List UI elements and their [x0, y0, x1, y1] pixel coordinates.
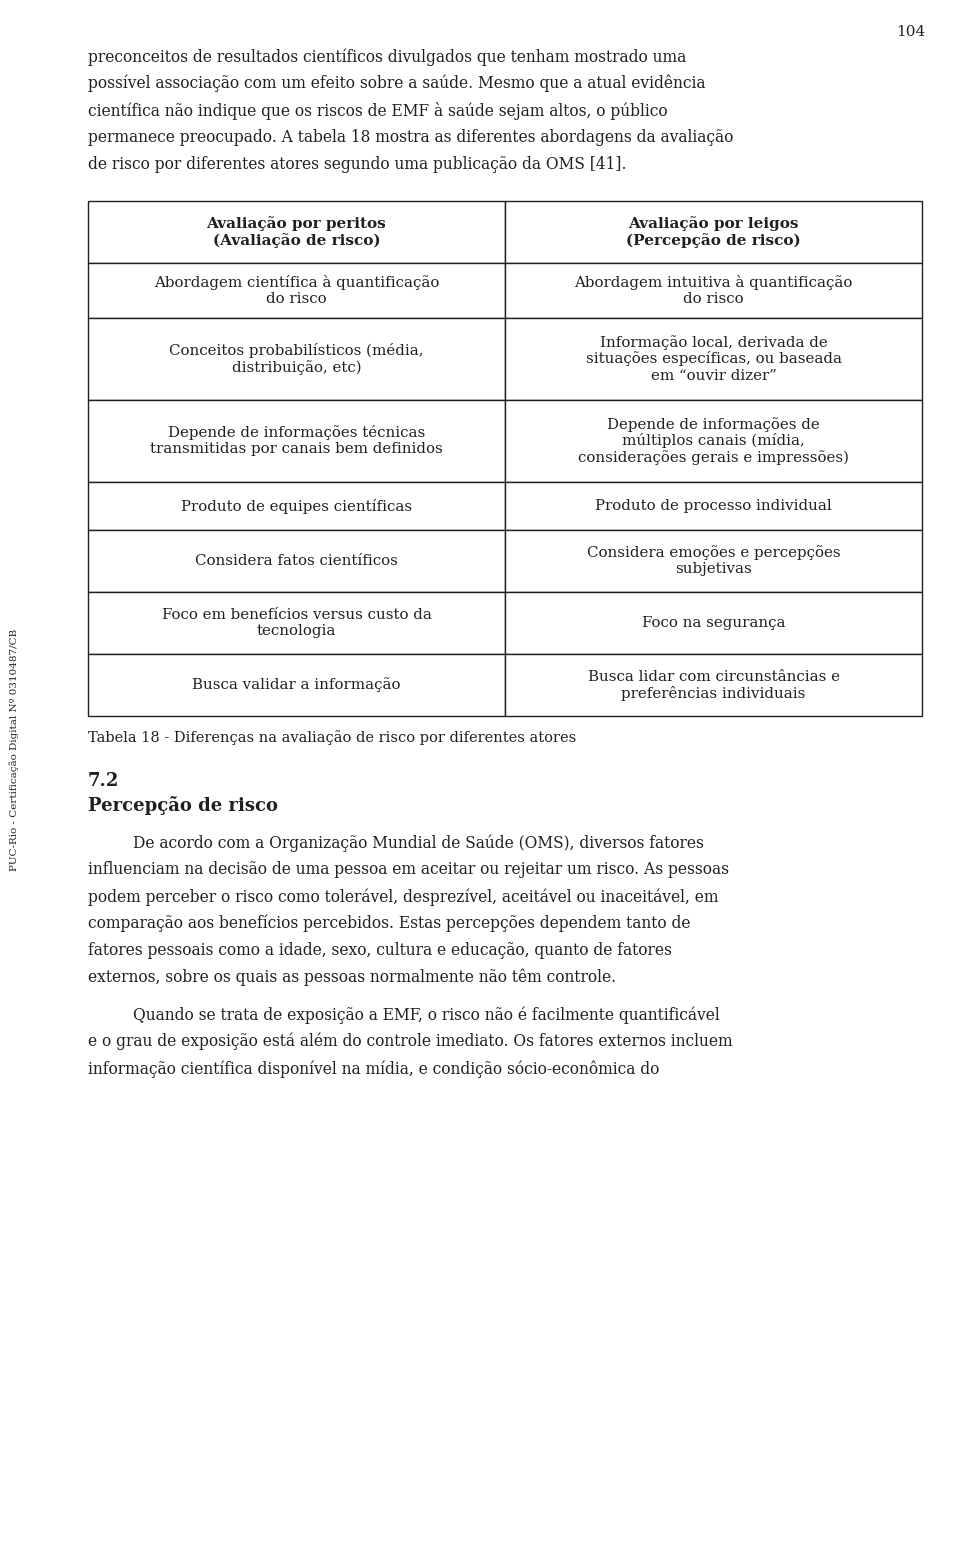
Text: Abordagem científica à quantificação: Abordagem científica à quantificação — [154, 274, 439, 290]
Text: do risco: do risco — [684, 291, 744, 305]
Text: tecnologia: tecnologia — [257, 625, 336, 638]
Text: situações específicas, ou baseada: situações específicas, ou baseada — [586, 352, 842, 367]
Text: Avaliação por peritos: Avaliação por peritos — [206, 216, 386, 231]
Text: Considera emoções e percepções: Considera emoções e percepções — [587, 546, 840, 560]
Bar — [505, 399, 922, 483]
Text: permanece preocupado. A tabela 18 mostra as diferentes abordagens da avaliação: permanece preocupado. A tabela 18 mostra… — [88, 130, 733, 146]
Text: Considera fatos científicos: Considera fatos científicos — [195, 554, 398, 567]
Text: preconceitos de resultados científicos divulgados que tenham mostrado uma: preconceitos de resultados científicos d… — [88, 48, 686, 65]
Text: Avaliação por leigos: Avaliação por leigos — [628, 216, 799, 231]
Text: Percepção de risco: Percepção de risco — [88, 796, 278, 816]
Text: Busca lidar com circunstâncias e: Busca lidar com circunstâncias e — [588, 669, 839, 683]
Bar — [505, 530, 922, 592]
Bar — [88, 318, 505, 399]
Text: (Percepção de risco): (Percepção de risco) — [626, 233, 801, 248]
Text: Foco na segurança: Foco na segurança — [641, 615, 785, 631]
Text: Informação local, derivada de: Informação local, derivada de — [600, 335, 828, 350]
Text: Conceitos probabilísticos (média,: Conceitos probabilísticos (média, — [169, 344, 423, 358]
Text: transmitidas por canais bem definidos: transmitidas por canais bem definidos — [150, 443, 443, 456]
Text: 104: 104 — [896, 25, 925, 39]
Text: Foco em benefícios versus custo da: Foco em benefícios versus custo da — [161, 608, 431, 621]
Text: Quando se trata de exposição a EMF, o risco não é facilmente quantificável: Quando se trata de exposição a EMF, o ri… — [133, 1005, 720, 1024]
Bar — [88, 592, 505, 654]
Text: Abordagem intuitiva à quantificação: Abordagem intuitiva à quantificação — [574, 274, 852, 290]
Text: subjetivas: subjetivas — [675, 563, 752, 577]
Text: possível associação com um efeito sobre a saúde. Mesmo que a atual evidência: possível associação com um efeito sobre … — [88, 76, 706, 93]
Text: podem perceber o risco como tolerável, desprezível, aceitável ou inaceitável, em: podem perceber o risco como tolerável, d… — [88, 888, 718, 905]
Bar — [88, 654, 505, 715]
Text: PUC-Rio - Certificação Digital Nº 0310487/CB: PUC-Rio - Certificação Digital Nº 031048… — [9, 629, 19, 871]
Text: Depende de informações técnicas: Depende de informações técnicas — [168, 426, 425, 439]
Bar — [88, 399, 505, 483]
Bar — [88, 530, 505, 592]
Text: (Avaliação de risco): (Avaliação de risco) — [213, 233, 380, 248]
Text: científica não indique que os riscos de EMF à saúde sejam altos, o público: científica não indique que os riscos de … — [88, 102, 667, 120]
Text: em “ouvir dizer”: em “ouvir dizer” — [651, 369, 777, 382]
Text: de risco por diferentes atores segundo uma publicação da OMS [41].: de risco por diferentes atores segundo u… — [88, 156, 627, 173]
Bar — [88, 264, 505, 318]
Bar — [505, 318, 922, 399]
Text: informação científica disponível na mídia, e condição sócio-econômica do: informação científica disponível na mídi… — [88, 1059, 660, 1078]
Text: múltiplos canais (mídia,: múltiplos canais (mídia, — [622, 433, 804, 449]
Text: Produto de processo individual: Produto de processo individual — [595, 500, 832, 513]
Bar — [505, 654, 922, 715]
Text: Depende de informações de: Depende de informações de — [607, 416, 820, 432]
Text: 7.2: 7.2 — [88, 773, 119, 790]
Text: fatores pessoais como a idade, sexo, cultura e educação, quanto de fatores: fatores pessoais como a idade, sexo, cul… — [88, 942, 672, 959]
Text: Produto de equipes científicas: Produto de equipes científicas — [180, 498, 412, 513]
Text: do risco: do risco — [266, 291, 326, 305]
Text: De acordo com a Organização Mundial de Saúde (OMS), diversos fatores: De acordo com a Organização Mundial de S… — [133, 834, 704, 851]
Text: distribuição, etc): distribuição, etc) — [231, 359, 361, 375]
Text: Tabela 18 - Diferenças na avaliação de risco por diferentes atores: Tabela 18 - Diferenças na avaliação de r… — [88, 729, 576, 745]
Text: e o grau de exposição está além do controle imediato. Os fatores externos inclue: e o grau de exposição está além do contr… — [88, 1033, 732, 1050]
Text: considerações gerais e impressões): considerações gerais e impressões) — [578, 450, 849, 466]
Bar — [505, 592, 922, 654]
Text: externos, sobre os quais as pessoas normalmente não têm controle.: externos, sobre os quais as pessoas norm… — [88, 968, 616, 987]
Bar — [88, 200, 505, 264]
Text: preferências individuais: preferências individuais — [621, 686, 805, 702]
Bar — [505, 264, 922, 318]
Bar — [88, 483, 505, 530]
Bar — [505, 200, 922, 264]
Text: comparação aos benefícios percebidos. Estas percepções dependem tanto de: comparação aos benefícios percebidos. Es… — [88, 914, 690, 933]
Bar — [505, 483, 922, 530]
Text: influenciam na decisão de uma pessoa em aceitar ou rejeitar um risco. As pessoas: influenciam na decisão de uma pessoa em … — [88, 860, 729, 877]
Text: Busca validar a informação: Busca validar a informação — [192, 677, 400, 692]
